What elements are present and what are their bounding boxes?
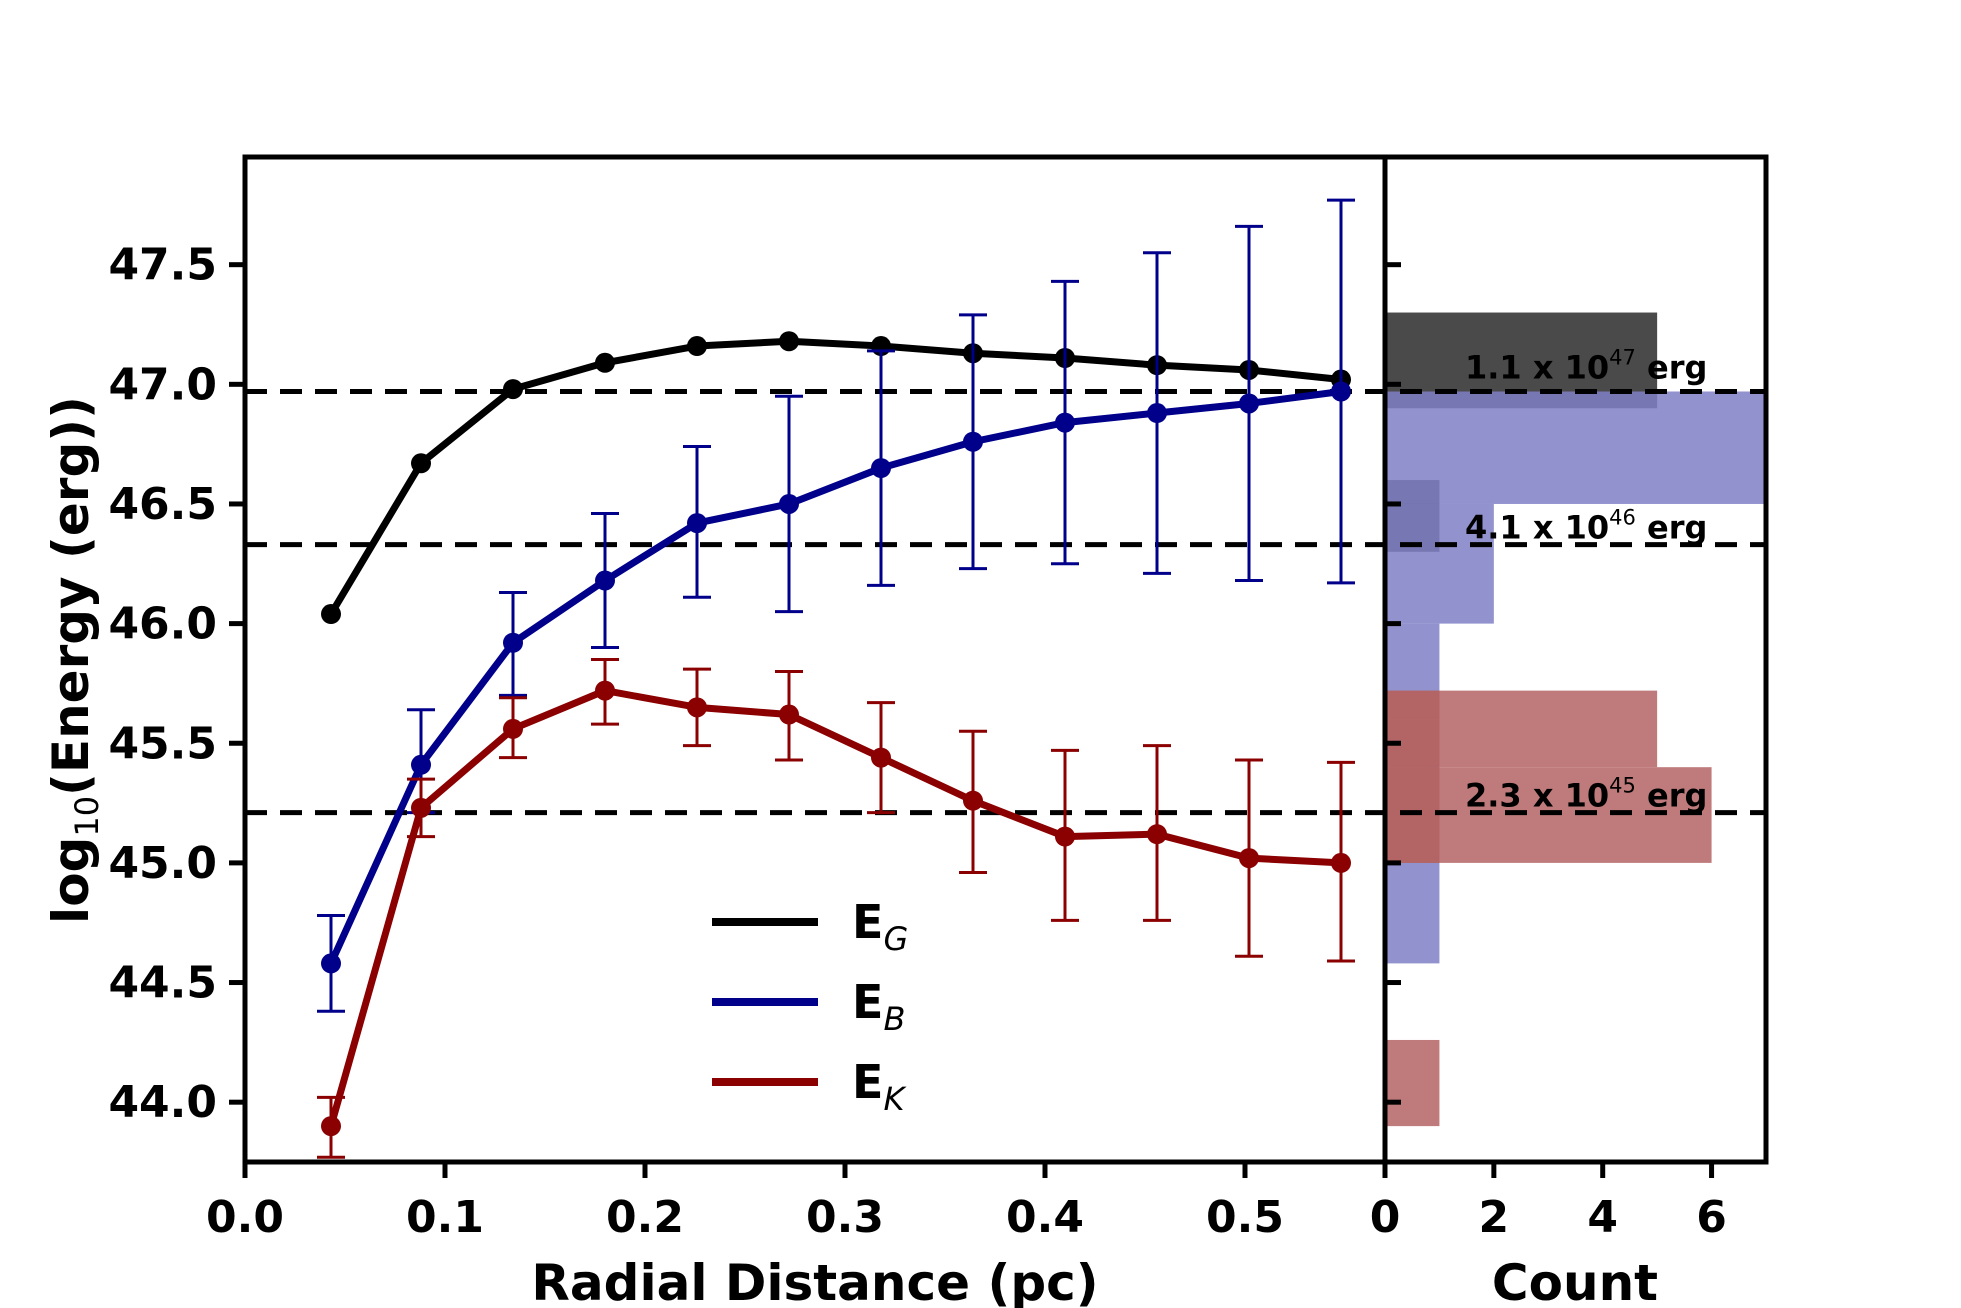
y-axis-label: log10(Energy (erg)) — [42, 396, 106, 924]
e-g-point-5 — [779, 331, 799, 352]
e-b-point-11 — [1331, 381, 1351, 402]
hist-x-tick-label-2: 4 — [1587, 1192, 1618, 1243]
e-g-point-3 — [595, 352, 615, 373]
y-tick-label-1: 44.5 — [108, 958, 217, 1009]
reference-lines — [245, 389, 1766, 816]
e-k-point-10 — [1239, 848, 1259, 869]
e-b-point-6 — [871, 458, 891, 479]
e-k-line — [327, 687, 1342, 1128]
e-g-line — [327, 337, 1342, 616]
y-tick-label-0: 44.0 — [108, 1077, 217, 1128]
y-tick-label-4: 46.0 — [108, 599, 217, 650]
e-b-point-0 — [321, 953, 341, 974]
main-axes-frame — [242, 154, 1388, 1165]
e-b-point-2 — [503, 632, 523, 653]
hist-x-tick-label-3: 6 — [1696, 1192, 1727, 1243]
legend-label-e-k: EK — [852, 1055, 907, 1118]
histogram-annotations: 1.1 x 1047 erg 4.1 x 1046 erg 2.3 x 1045 e… — [1465, 345, 1707, 814]
hist-annotation-0: 1.1 x 1047 erg — [1465, 345, 1707, 386]
hist-bar-e_b-histogram-1 — [1385, 503, 1494, 624]
e-g-point-1 — [411, 453, 431, 474]
hist-x-tick-label-1: 2 — [1479, 1192, 1510, 1243]
e-g-point-2 — [503, 379, 523, 400]
legend: EG EB EK — [712, 895, 908, 1118]
hist-annotation-1: 4.1 x 1046 erg — [1465, 506, 1707, 547]
x-tick-label-2: 0.2 — [606, 1192, 684, 1243]
hist-axes-frame — [1382, 154, 1769, 1165]
e-k-point-11 — [1331, 852, 1351, 873]
legend-label-e-b: EB — [852, 975, 905, 1038]
x-tick-label-4: 0.4 — [1006, 1192, 1084, 1243]
hist-bar-e_k-histogram-2 — [1385, 690, 1440, 863]
y-tick-label-7: 47.5 — [108, 240, 217, 291]
hist-x-tick-label-0: 0 — [1370, 1192, 1401, 1243]
e-k-point-3 — [595, 680, 615, 701]
e-k-point-0 — [321, 1116, 341, 1137]
x-tick-label-3: 0.3 — [806, 1192, 884, 1243]
y-tick-label-6: 47.0 — [108, 359, 217, 410]
x-tick-label-5: 0.5 — [1206, 1192, 1284, 1243]
e-g-point-0 — [321, 604, 341, 625]
e-k-point-9 — [1147, 824, 1167, 845]
hist-annotation-2: 2.3 x 1045 erg — [1465, 774, 1707, 815]
hist-bar-e_k-histogram-3 — [1385, 1039, 1440, 1127]
e-b-point-8 — [1055, 412, 1075, 433]
ticks: 44.0 44.5 45.0 45.5 46.0 46.5 47.0 47.5 0.0 0.1 0.… — [108, 240, 1726, 1243]
x-tick-label-0: 0.0 — [206, 1192, 284, 1243]
x-axis-label: Radial Distance (pc) — [531, 1254, 1098, 1308]
y-tick-label-2: 45.0 — [108, 838, 217, 889]
legend-label-e-g: EG — [852, 895, 908, 958]
e-b-point-5 — [779, 493, 799, 514]
e-b-line — [327, 388, 1342, 965]
e-b-point-1 — [411, 754, 431, 775]
y-tick-label-3: 45.5 — [108, 718, 217, 769]
e-k-point-7 — [963, 790, 983, 811]
e-b-point-9 — [1147, 403, 1167, 424]
e-k-point-4 — [687, 697, 707, 718]
x-tick-label-1: 0.1 — [406, 1192, 484, 1243]
e-b-point-4 — [687, 513, 707, 534]
hist-x-axis-label: Count — [1492, 1254, 1658, 1308]
e-b-point-7 — [963, 431, 983, 452]
e-k-point-6 — [871, 747, 891, 768]
histogram-bars — [1385, 312, 1766, 1127]
e-b-point-10 — [1239, 393, 1259, 414]
hist-bar-e_b-histogram-0 — [1385, 391, 1766, 504]
e-k-point-8 — [1055, 826, 1075, 847]
e-b-point-3 — [595, 570, 615, 591]
e-k-point-2 — [503, 718, 523, 739]
e-k-point-1 — [411, 797, 431, 818]
e-k-point-5 — [779, 704, 799, 725]
e-g-point-4 — [687, 336, 707, 357]
line-series — [317, 198, 1355, 1159]
y-tick-label-5: 46.5 — [108, 479, 217, 530]
